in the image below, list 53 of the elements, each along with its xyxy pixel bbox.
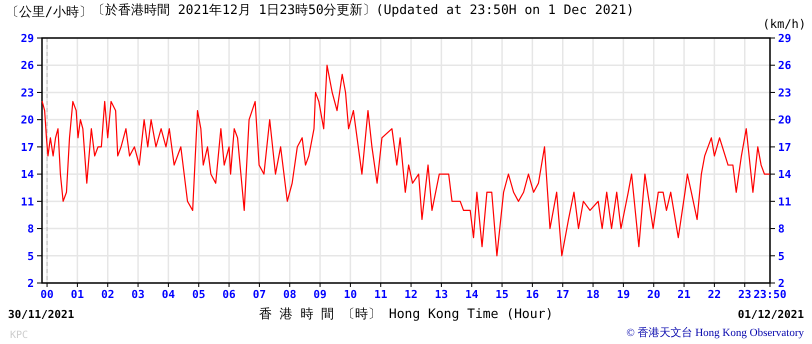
line-series xyxy=(42,64,770,256)
x-tick-label: 12 xyxy=(404,288,418,301)
y2-tick-label: 20 xyxy=(778,114,792,127)
x-tick-label: 03 xyxy=(131,288,145,301)
x-tick-label: 22 xyxy=(708,288,722,301)
y2-tick-label: 11 xyxy=(778,195,792,208)
y2-tick-label: 8 xyxy=(778,222,785,236)
x-tick-label: 23 xyxy=(738,288,752,301)
y2-axis-title: (km/h) xyxy=(762,17,806,31)
x-axis-title: 香 港 時 間 〔時〕 Hong Kong Time (Hour) xyxy=(258,307,554,322)
y-tick-label: 5 xyxy=(27,250,34,263)
text: 30/11/2021 xyxy=(8,308,75,321)
x-tick-label: 09 xyxy=(313,288,327,301)
x-tick-label: 00 xyxy=(40,288,54,301)
x-tick-label: 17 xyxy=(556,288,570,301)
text: © 香港天文台 Hong Kong Observatory xyxy=(626,326,804,339)
x-tick-label: 14 xyxy=(465,288,479,301)
x-tick-label: 15 xyxy=(495,288,509,301)
y2-tick-label: 14 xyxy=(778,168,792,182)
x-tick-label: 01 xyxy=(70,288,84,301)
chart-title: 〔於香港時間 2021年12月 1日23時50分更新〕(Updated at 23:50H on 1 Dec 2021) xyxy=(92,3,634,18)
y2-tick-label: 29 xyxy=(778,32,792,45)
y-tick-label: 23 xyxy=(20,86,34,100)
x-tick-label: 21 xyxy=(677,288,692,301)
y2-tick-label: 5 xyxy=(778,250,785,263)
x-tick-label: 02 xyxy=(101,288,114,301)
x-tick-label: 08 xyxy=(283,288,296,301)
y-tick-label: 17 xyxy=(20,140,34,154)
y2-tick-label: 26 xyxy=(778,59,792,72)
y2-tick-label: 23 xyxy=(778,86,792,100)
text: 01/12/2021 xyxy=(738,308,804,321)
x-tick-label: 05 xyxy=(192,288,206,301)
y2-tick-label: 17 xyxy=(778,140,792,154)
y-tick-label: 26 xyxy=(20,59,34,72)
y-axis-title: 〔公里/小時〕 xyxy=(6,5,92,20)
x-tick-label: 07 xyxy=(252,288,266,301)
x-tick-label: 11 xyxy=(374,288,388,301)
x-tick-label: 10 xyxy=(344,288,358,301)
x-tick-label: 16 xyxy=(526,288,540,301)
y-tick-label: 11 xyxy=(20,195,34,208)
y-tick-label: 29 xyxy=(20,32,34,45)
x-tick-label: 04 xyxy=(162,288,176,301)
x-tick-label: 18 xyxy=(586,288,600,301)
y-tick-label: 20 xyxy=(20,114,34,127)
y-tick-label: 8 xyxy=(27,222,34,236)
x-tick-label: 19 xyxy=(616,288,630,301)
x-tick-label: 13 xyxy=(434,288,448,301)
x-tick-label: 06 xyxy=(222,288,236,301)
x-tick-label: 23:50 xyxy=(753,288,787,301)
y-tick-label: 14 xyxy=(20,168,34,182)
y2-tick-label: 2 xyxy=(778,277,785,290)
y-tick-label: 2 xyxy=(27,277,34,290)
x-tick-label: 20 xyxy=(647,288,660,301)
